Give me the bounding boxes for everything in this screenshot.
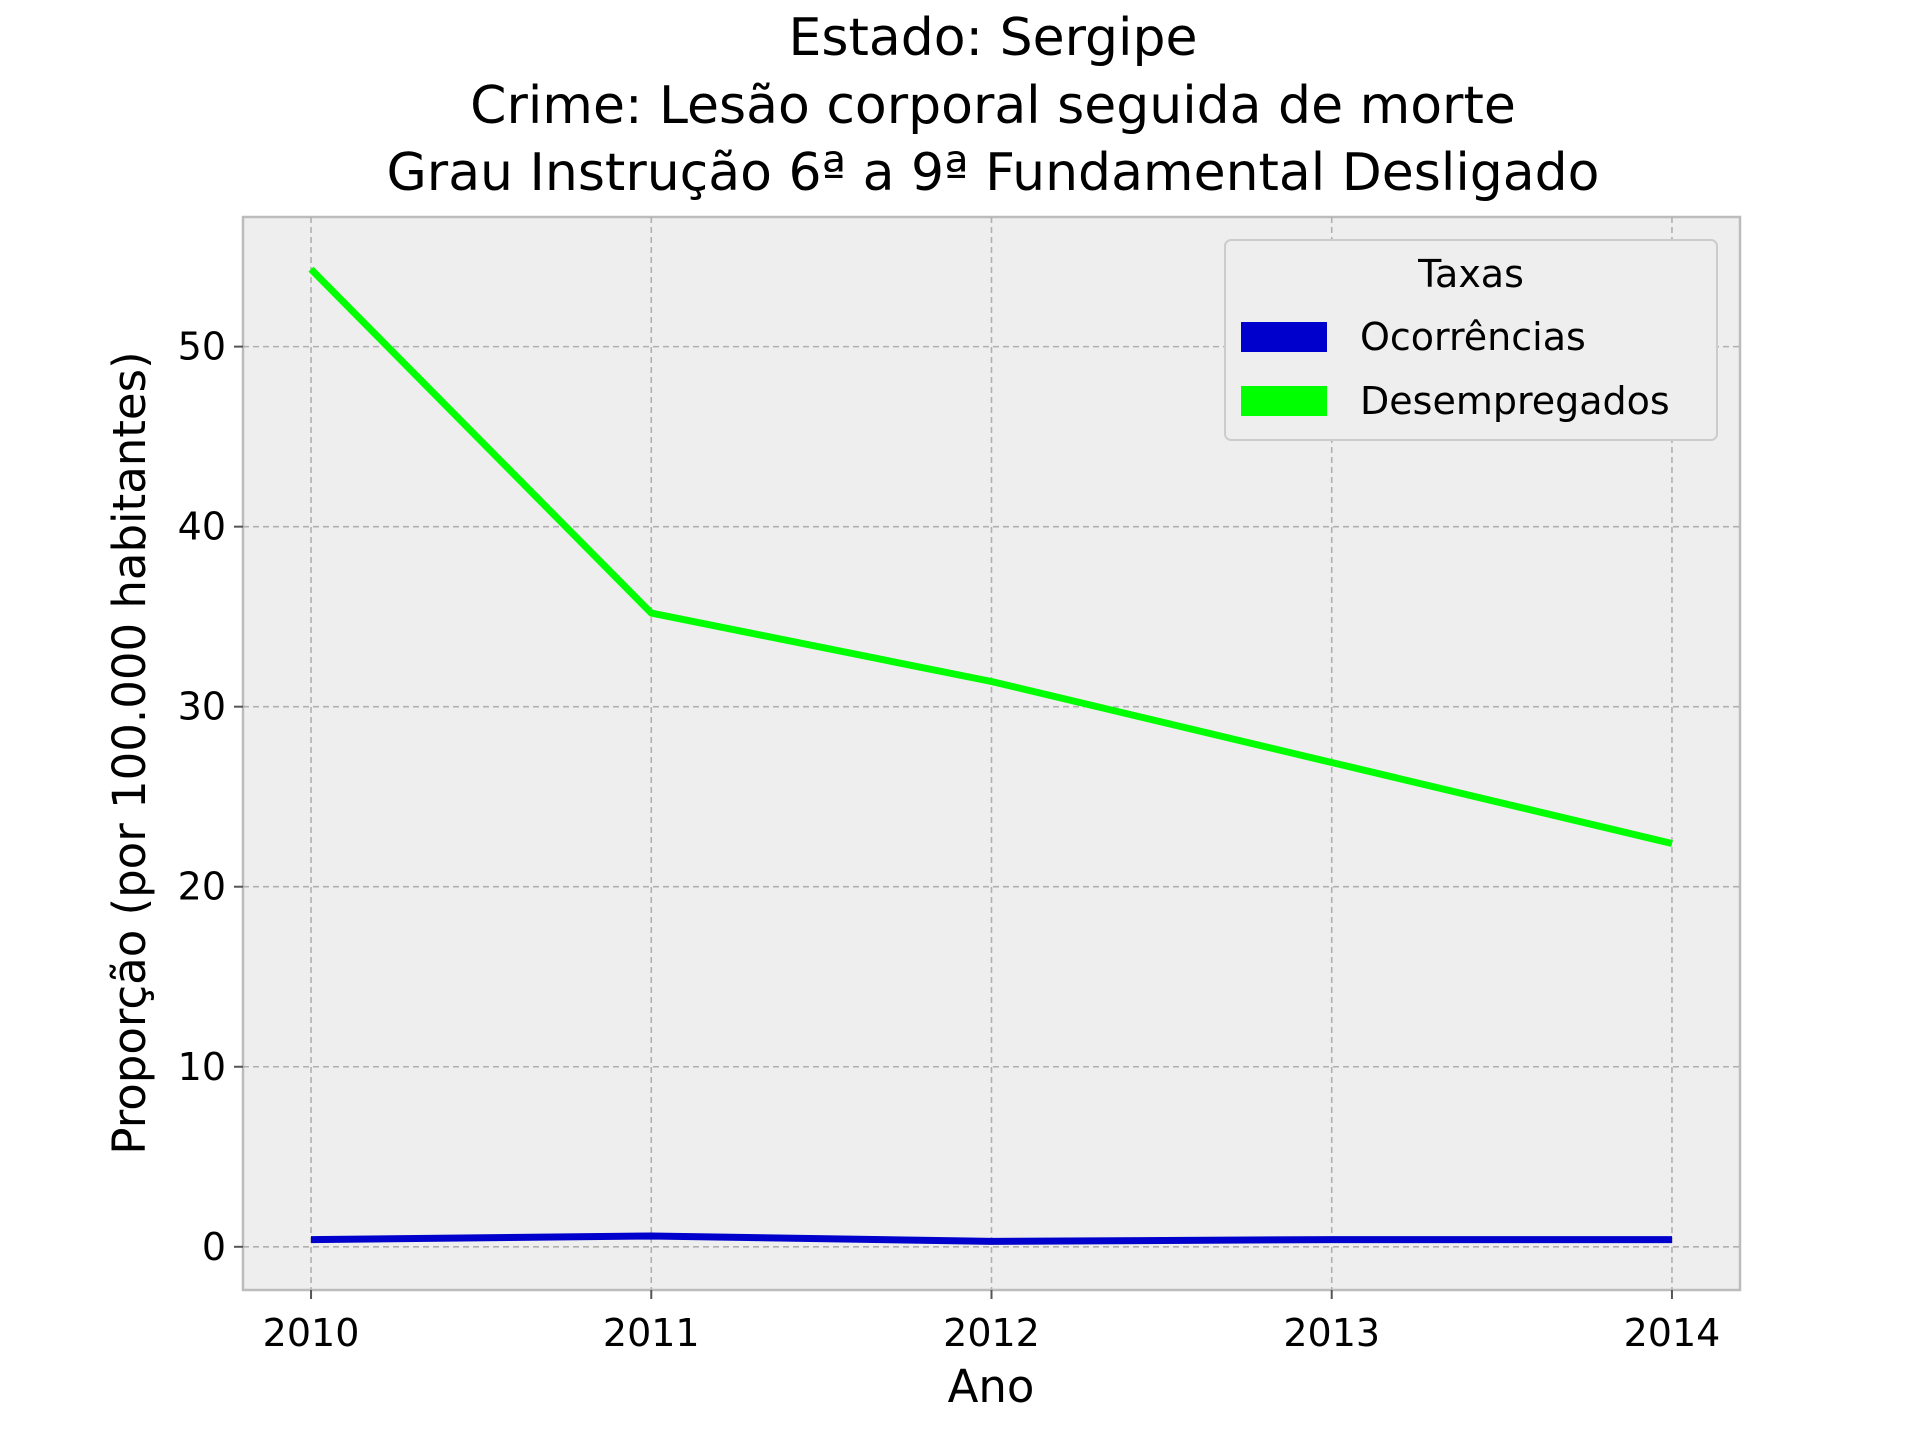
series-lines — [308, 266, 1673, 1245]
legend-label-desempregados: Desempregados — [1360, 379, 1670, 423]
y-tick-label: 10 — [178, 1045, 226, 1089]
legend-frame — [1224, 239, 1718, 441]
legend-swatch-ocorrencias — [1241, 322, 1327, 352]
chart-title-line-3: Grau Instrução 6ª a 9ª Fundamental Desli… — [387, 143, 1600, 203]
y-tick-label: 40 — [178, 505, 226, 549]
x-tick-label: 2014 — [1624, 1311, 1721, 1355]
grid-lines — [243, 217, 1740, 1290]
x-tick-label: 2013 — [1283, 1311, 1380, 1355]
y-tick-label: 50 — [178, 325, 226, 369]
chart-title-line-2: Crime: Lesão corporal seguida de morte — [470, 76, 1516, 136]
legend: Taxas Ocorrências Desempregados — [1224, 239, 1718, 441]
legend-label-ocorrencias: Ocorrências — [1360, 315, 1586, 359]
x-tick-label: 2010 — [263, 1311, 360, 1355]
x-axis-label: Ano — [948, 1360, 1035, 1413]
y-tick-label: 0 — [202, 1225, 226, 1269]
legend-title: Taxas — [1417, 252, 1524, 296]
x-axis-ticks: 2010 2011 2012 2013 2014 — [263, 1290, 1721, 1355]
legend-swatch-desempregados — [1241, 386, 1327, 416]
y-axis-ticks: 0 10 20 30 40 50 — [178, 325, 243, 1269]
series-line-desempregados — [308, 266, 1673, 847]
y-tick-label: 30 — [178, 685, 226, 729]
series-line-ocorrencias — [310, 1232, 1672, 1245]
chart-title-line-1: Estado: Sergipe — [789, 8, 1198, 68]
x-tick-label: 2012 — [943, 1311, 1040, 1355]
y-tick-label: 20 — [178, 865, 226, 909]
x-tick-label: 2011 — [603, 1311, 700, 1355]
y-axis-label: Proporção (por 100.000 habitantes) — [103, 351, 156, 1154]
